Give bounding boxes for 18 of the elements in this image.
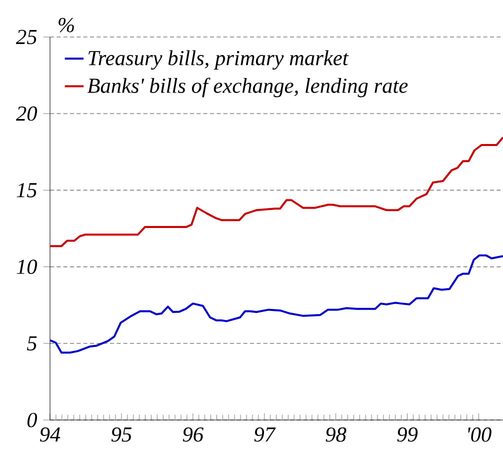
y-tick-label: 20 xyxy=(16,106,38,121)
line-series xyxy=(50,136,503,248)
y-tick-label: 5 xyxy=(26,336,37,350)
y-tick-label: 10 xyxy=(16,260,38,274)
legend-label: Banks' bills of exchange, lending rate xyxy=(87,78,408,98)
x-tick-label: 99 xyxy=(397,427,418,442)
y-tick-label: 25 xyxy=(16,30,37,44)
x-tick-label: 97 xyxy=(254,427,276,442)
legend-label: Treasury bills, primary market xyxy=(88,50,349,70)
x-tick-label: 94 xyxy=(40,427,60,442)
x-tick-label: 96 xyxy=(182,427,204,442)
y-axis-title: % xyxy=(58,18,74,32)
x-tick-label: 98 xyxy=(326,427,346,442)
line-series xyxy=(50,254,503,354)
y-tick-label: 15 xyxy=(16,183,37,198)
x-tick-label: '00 xyxy=(468,427,492,442)
x-tick-label: 95 xyxy=(111,427,132,442)
y-tick-label: 0 xyxy=(27,412,38,428)
